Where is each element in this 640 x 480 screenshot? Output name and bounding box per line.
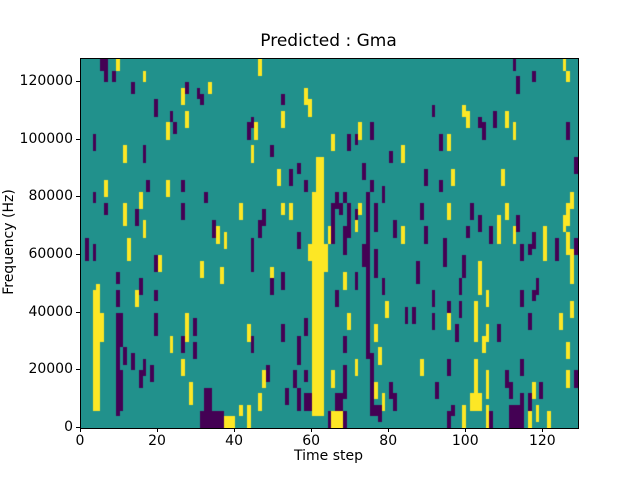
x-tick-label: 60: [302, 433, 321, 449]
x-tick-mark: [465, 428, 467, 432]
y-tick-label: 100000: [19, 130, 73, 147]
y-tick-mark: [76, 427, 80, 428]
y-tick-label: 120000: [19, 73, 73, 90]
y-tick-label: 60000: [28, 246, 73, 263]
y-tick-label: 80000: [28, 188, 73, 205]
y-tick-mark: [76, 196, 80, 198]
x-tick-mark: [542, 428, 544, 432]
x-tick-mark: [311, 428, 313, 432]
x-tick-mark: [80, 428, 81, 432]
heatmap-canvas: [81, 59, 578, 428]
y-tick-mark: [76, 254, 80, 256]
x-tick-label: 100: [451, 433, 479, 449]
plot-title: Predicted : Gma: [260, 31, 397, 51]
plot-area: [80, 58, 579, 429]
x-tick-mark: [234, 428, 236, 432]
x-tick-label: 20: [148, 433, 166, 449]
x-tick-mark: [157, 428, 159, 432]
y-tick-mark: [76, 369, 80, 371]
x-tick-label: 40: [225, 433, 244, 449]
y-tick-label: 20000: [28, 361, 73, 378]
x-tick-label: 80: [379, 433, 398, 449]
y-tick-mark: [76, 81, 80, 83]
y-tick-label: 0: [64, 419, 73, 435]
x-axis-label: Time step: [294, 448, 363, 464]
y-axis-label: Frequency (Hz): [1, 189, 17, 295]
y-tick-mark: [76, 138, 80, 140]
y-tick-mark: [76, 311, 80, 313]
x-tick-label: 0: [75, 433, 85, 449]
y-tick-label: 40000: [28, 303, 73, 320]
x-tick-label: 120: [528, 433, 556, 449]
x-tick-mark: [388, 428, 390, 432]
